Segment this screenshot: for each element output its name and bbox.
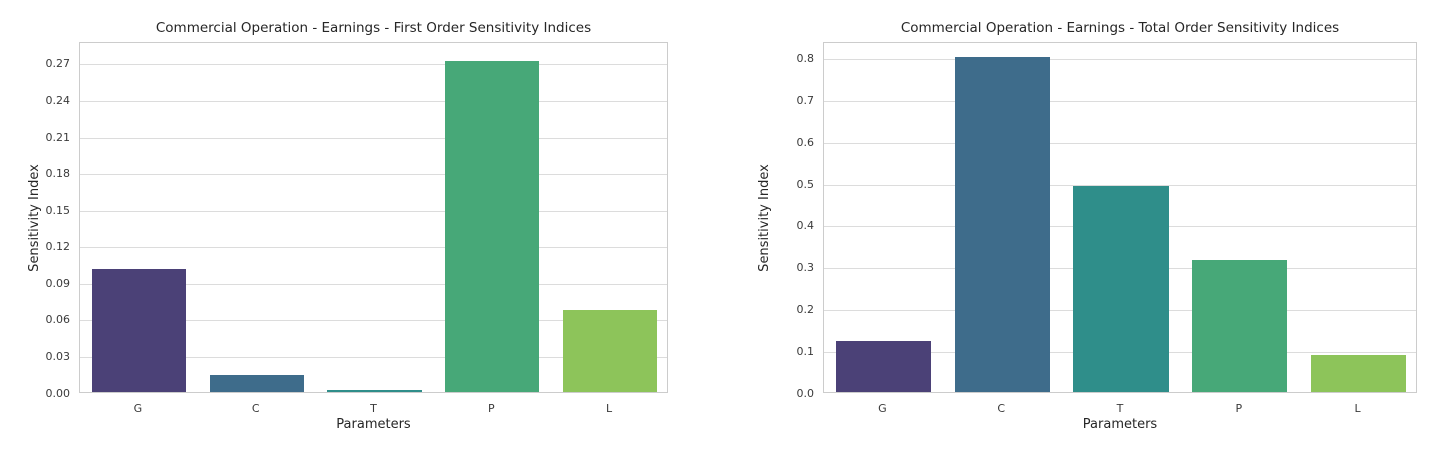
x-tick-label-P: P [1235,402,1243,415]
x-tick-label-L: L [1354,402,1361,415]
x-axis-label: Parameters [1082,417,1158,432]
gridline [80,64,667,66]
x-tick-label-G: G [133,402,143,415]
plot-area [823,42,1417,393]
x-tick-label-T: T [1116,402,1124,415]
y-tick-label: 0.06 [45,313,71,327]
x-axis-label: Parameters [336,417,411,432]
y-tick-label: 0.3 [796,261,815,275]
bar-P [1192,259,1288,392]
x-tick-label-G: G [878,402,887,415]
y-tick-label: 0.4 [796,219,815,233]
chart-panel-total-order-indices: Commercial Operation - Earnings - Total … [722,0,1444,452]
gridline [824,184,1416,186]
y-tick-label: 0.12 [45,240,71,254]
gridline [80,210,667,212]
bar-T [1073,186,1169,392]
gridline [824,101,1416,102]
y-tick-label: 0.24 [45,94,71,107]
y-tick-label: 0.2 [796,302,815,316]
plot-area [79,42,668,393]
gridline [80,174,667,176]
gridline [80,101,667,102]
x-tick-label-P: P [487,402,495,415]
y-tick-label: 0.15 [45,203,71,217]
gridline [80,247,667,249]
y-tick-label: 0.7 [796,94,815,107]
y-tick-label: 0.18 [45,167,71,181]
gridline [80,283,667,285]
y-tick-label: 0.03 [45,349,71,363]
chart-title: Commercial Operation - Earnings - First … [155,20,592,36]
gridline [80,137,667,139]
y-tick-label: 0.1 [796,344,815,358]
x-tick-label-L: L [606,402,613,415]
bar-C [209,374,304,392]
gridline [80,356,667,358]
chart-title: Commercial Operation - Earnings - Total … [900,20,1340,36]
bar-G [835,341,931,392]
y-tick-label: 0.09 [45,276,71,290]
y-tick-label: 0.00 [45,386,71,400]
bar-L [562,310,658,392]
x-tick-label-C: C [251,402,260,415]
bar-P [445,60,540,392]
bar-T [327,389,422,392]
y-tick-label: 0.6 [796,135,815,149]
bar-C [954,57,1050,392]
x-tick-label-T: T [370,402,377,415]
y-tick-label: 0.0 [796,386,815,400]
y-tick-label: 0.21 [45,130,71,144]
chart-panel-first-order-indices: Commercial Operation - Earnings - First … [27,20,668,432]
y-tick-label: 0.8 [796,52,815,66]
x-tick-label-C: C [997,402,1006,415]
gridline [824,59,1416,61]
y-tick-label: 0.5 [796,177,815,191]
gridline [80,320,667,322]
gridline [824,142,1416,144]
bar-L [1311,355,1407,392]
y-tick-label: 0.27 [45,57,71,71]
bar-G [91,268,186,392]
